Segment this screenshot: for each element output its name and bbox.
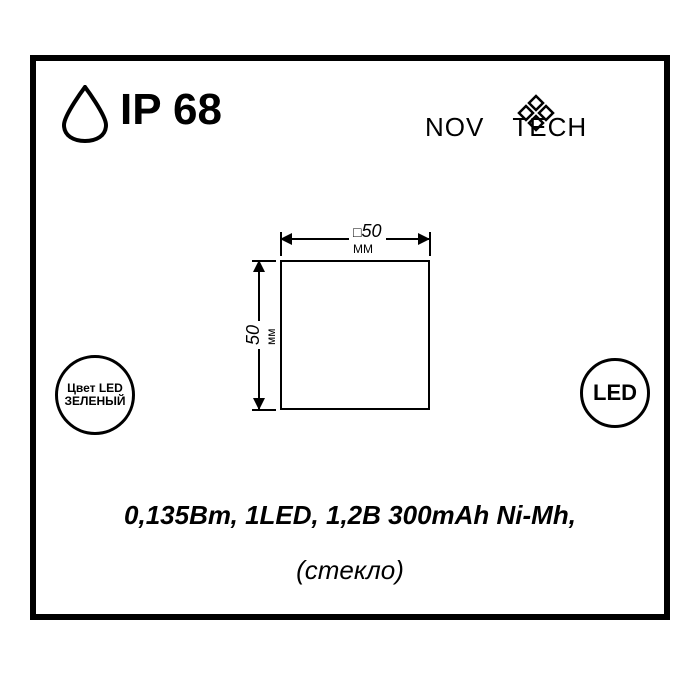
material-text: (стекло) bbox=[0, 555, 700, 586]
led-badge: LED bbox=[580, 358, 650, 428]
dimension-left-label: 50 мм bbox=[244, 321, 279, 349]
dimension-tick bbox=[252, 260, 276, 262]
dimension-top-label: □50 ММ bbox=[349, 222, 386, 257]
dimension-tick bbox=[280, 232, 282, 256]
ip-rating-text: IP 68 bbox=[120, 85, 222, 135]
led-color-badge: Цвет LED ЗЕЛЕНЫЙ bbox=[55, 355, 135, 435]
led-badge-text: LED bbox=[593, 381, 637, 404]
spec-text: 0,135Вт, 1LED, 1,2В 300mAh Ni-Mh, bbox=[0, 500, 700, 531]
brand-name: NOVTECH bbox=[425, 112, 587, 143]
led-color-value: ЗЕЛЕНЫЙ bbox=[65, 395, 126, 408]
water-drop-icon bbox=[62, 85, 108, 143]
arrowhead-icon bbox=[253, 260, 265, 272]
arrowhead-icon bbox=[280, 233, 292, 245]
dimension-tick bbox=[252, 409, 276, 411]
product-outline-square bbox=[280, 260, 430, 410]
dimension-tick bbox=[429, 232, 431, 256]
